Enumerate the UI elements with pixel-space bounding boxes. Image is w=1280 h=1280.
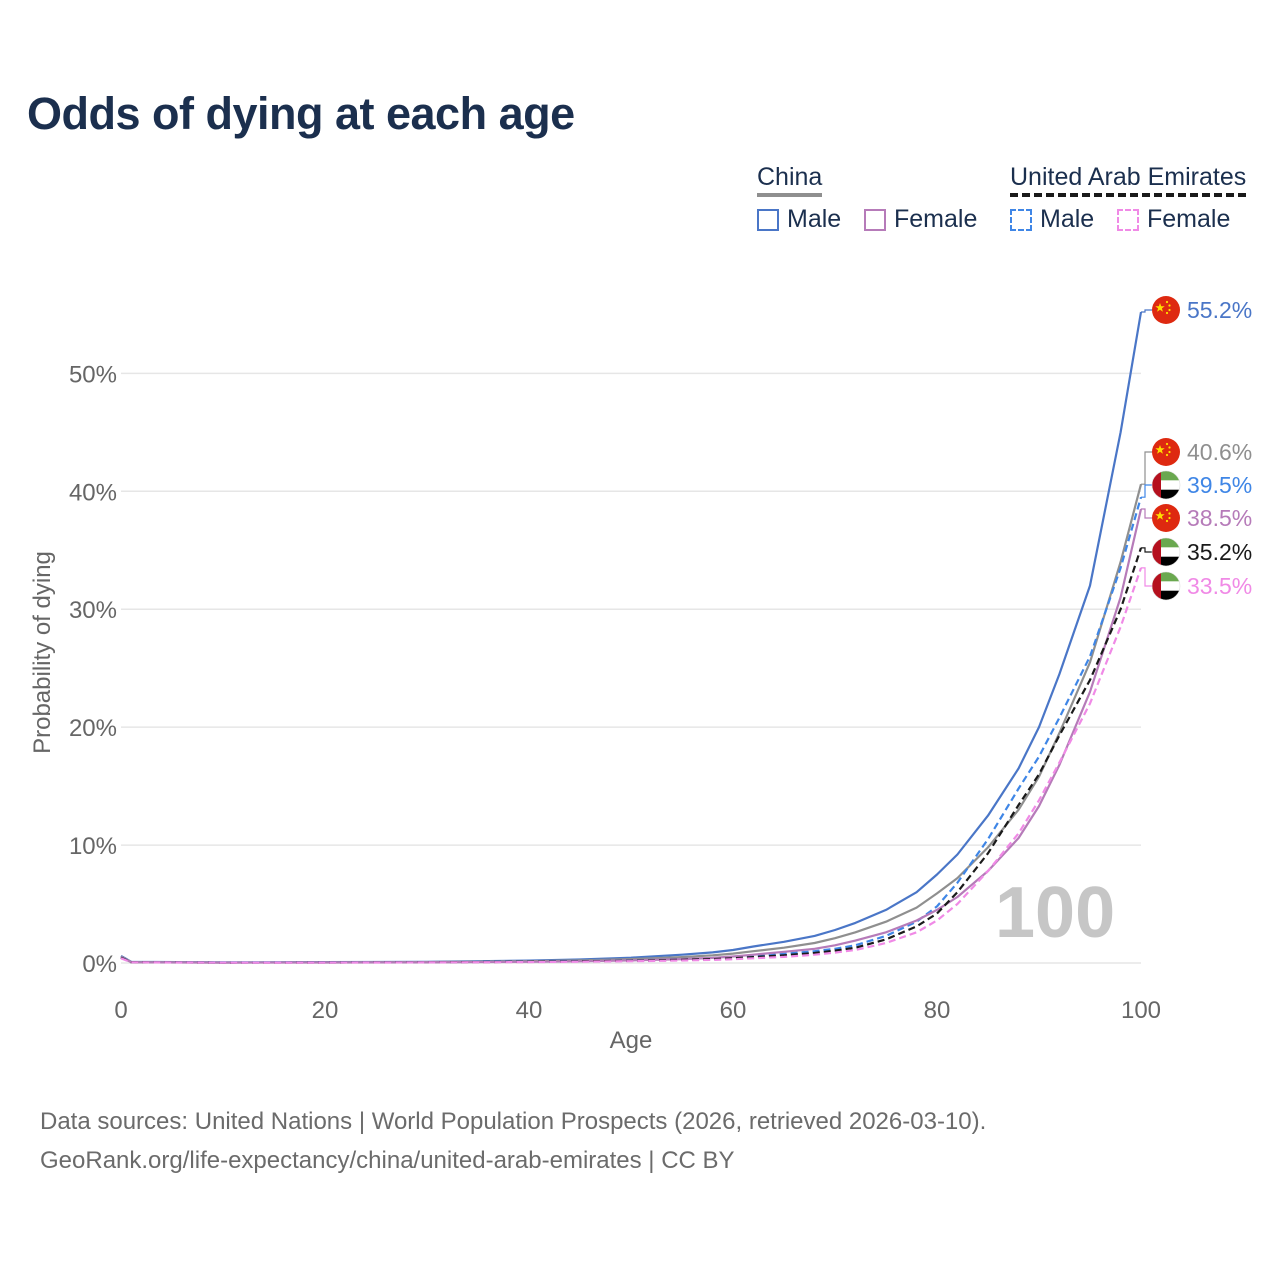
china-flag-small-star bbox=[1165, 453, 1169, 457]
uae-flag-white-band bbox=[1152, 547, 1180, 557]
uae-flag-black-band bbox=[1152, 590, 1180, 600]
end-label-uae_male: 39.5% bbox=[1187, 472, 1252, 498]
legend-china-male-swatch bbox=[757, 208, 779, 231]
uae-flag-white-band bbox=[1152, 581, 1180, 591]
uae-flag-green-band bbox=[1152, 471, 1180, 481]
y-tick-label: 40% bbox=[69, 479, 117, 506]
series-line-uae_total[interactable] bbox=[120, 547, 1143, 964]
china-flag-small-star bbox=[1168, 308, 1171, 312]
china-flag-icon bbox=[1152, 296, 1180, 324]
end-label-connector bbox=[1141, 309, 1152, 313]
legend-china-label: China bbox=[757, 163, 823, 191]
uae-flag-outline bbox=[1151, 537, 1181, 567]
legend-uae-male[interactable]: Male bbox=[1010, 205, 1094, 234]
x-tick-label: 60 bbox=[720, 997, 747, 1024]
end-label-uae_female: 33.5% bbox=[1187, 573, 1252, 599]
end-label-connector bbox=[1141, 508, 1152, 519]
uae-flag-icon bbox=[1151, 470, 1181, 500]
legend-uae-title[interactable]: United Arab Emirates bbox=[1010, 163, 1247, 197]
uae-flag-body bbox=[1152, 572, 1180, 600]
uae-flag-green-band bbox=[1152, 572, 1180, 582]
source-line-1: Data sources: United Nations | World Pop… bbox=[40, 1108, 987, 1135]
china-flag-small-star bbox=[1168, 446, 1171, 449]
china-flag-big-star bbox=[1155, 511, 1165, 520]
china-flag-small-star bbox=[1165, 519, 1169, 523]
legend-china-male[interactable]: Male bbox=[757, 205, 841, 234]
end-label-connector bbox=[1141, 484, 1152, 498]
x-tick-label: 100 bbox=[1121, 997, 1161, 1024]
uae-flag-icon bbox=[1151, 537, 1181, 567]
uae-flag-black-band bbox=[1152, 489, 1180, 499]
legend-uae-male-swatch bbox=[1010, 208, 1032, 231]
series-line-uae_male[interactable] bbox=[120, 496, 1143, 964]
series-line-china_female[interactable] bbox=[120, 508, 1143, 964]
end-label-uae_total: 35.2% bbox=[1187, 539, 1252, 565]
legend-uae-female-swatch bbox=[1117, 208, 1139, 231]
uae-flag-body bbox=[1152, 538, 1180, 566]
y-tick-label: 50% bbox=[69, 361, 117, 388]
china-flag-small-star bbox=[1165, 300, 1169, 304]
age-indicator: 100 bbox=[995, 873, 1116, 953]
china-flag-small-star bbox=[1165, 311, 1169, 315]
uae-flag-green-band bbox=[1152, 538, 1180, 548]
legend-china-female-label: Female bbox=[894, 205, 978, 233]
china-flag-big-star bbox=[1155, 303, 1165, 312]
china-flag-small-star bbox=[1168, 512, 1171, 515]
uae-flag-body bbox=[1152, 471, 1180, 499]
series-line-uae_female[interactable] bbox=[120, 567, 1143, 964]
uae-flag-icon bbox=[1151, 571, 1181, 601]
uae-flag-white-band bbox=[1152, 480, 1180, 490]
legend-uae-label: United Arab Emirates bbox=[1010, 163, 1247, 191]
uae-flag-red-band bbox=[1152, 471, 1161, 499]
legend-china-female[interactable]: Female bbox=[864, 205, 977, 234]
series-line-china_male[interactable] bbox=[120, 311, 1143, 964]
uae-flag-red-band bbox=[1152, 538, 1161, 566]
legend-uae-female[interactable]: Female bbox=[1117, 205, 1230, 234]
end-label-china_total: 40.6% bbox=[1187, 439, 1252, 465]
end-label-china_male: 55.2% bbox=[1187, 297, 1252, 323]
uae-flag-black-band bbox=[1152, 556, 1180, 566]
uae-flag-outline bbox=[1151, 571, 1181, 601]
legend-china-male-label: Male bbox=[787, 205, 842, 233]
chart-title: Odds of dying at each age bbox=[27, 88, 575, 139]
y-axis-label: Probability of dying bbox=[29, 551, 56, 754]
uae-flag-outline bbox=[1151, 470, 1181, 500]
end-label-connector bbox=[1141, 567, 1152, 587]
legend-uae-underline bbox=[1010, 193, 1247, 197]
legend-china-underline bbox=[757, 193, 823, 197]
y-tick-label: 0% bbox=[82, 951, 117, 978]
legend-china-title[interactable]: China bbox=[757, 163, 823, 197]
china-flag-field bbox=[1152, 438, 1180, 466]
china-flag-small-star bbox=[1168, 304, 1171, 307]
china-flag-small-star bbox=[1168, 450, 1171, 454]
x-tick-label: 80 bbox=[924, 997, 951, 1024]
china-flag-icon bbox=[1152, 438, 1180, 466]
series-line-china_total[interactable] bbox=[120, 483, 1143, 964]
end-label-connector bbox=[1141, 547, 1152, 553]
uae-flag-red-band bbox=[1152, 572, 1161, 600]
china-flag-small-star bbox=[1165, 508, 1169, 512]
china-flag-small-star bbox=[1168, 516, 1171, 520]
end-label-china_female: 38.5% bbox=[1187, 505, 1252, 531]
china-flag-small-star bbox=[1165, 442, 1169, 446]
y-tick-label: 30% bbox=[69, 597, 117, 624]
china-flag-icon bbox=[1152, 504, 1180, 532]
y-tick-label: 10% bbox=[69, 833, 117, 860]
legend-china-female-swatch bbox=[864, 208, 886, 231]
source-line-2[interactable]: GeoRank.org/life-expectancy/china/united… bbox=[40, 1147, 735, 1174]
y-tick-label: 20% bbox=[69, 715, 117, 742]
china-flag-big-star bbox=[1155, 445, 1165, 454]
x-tick-label: 20 bbox=[312, 997, 339, 1024]
china-flag-field bbox=[1152, 296, 1180, 324]
end-label-connector bbox=[1141, 451, 1152, 485]
x-tick-label: 0 bbox=[114, 997, 127, 1024]
legend-uae-female-label: Female bbox=[1147, 205, 1231, 233]
x-axis-label: Age bbox=[610, 1027, 653, 1054]
legend-uae-male-label: Male bbox=[1040, 205, 1095, 233]
china-flag-field bbox=[1152, 504, 1180, 532]
x-tick-label: 40 bbox=[516, 997, 543, 1024]
